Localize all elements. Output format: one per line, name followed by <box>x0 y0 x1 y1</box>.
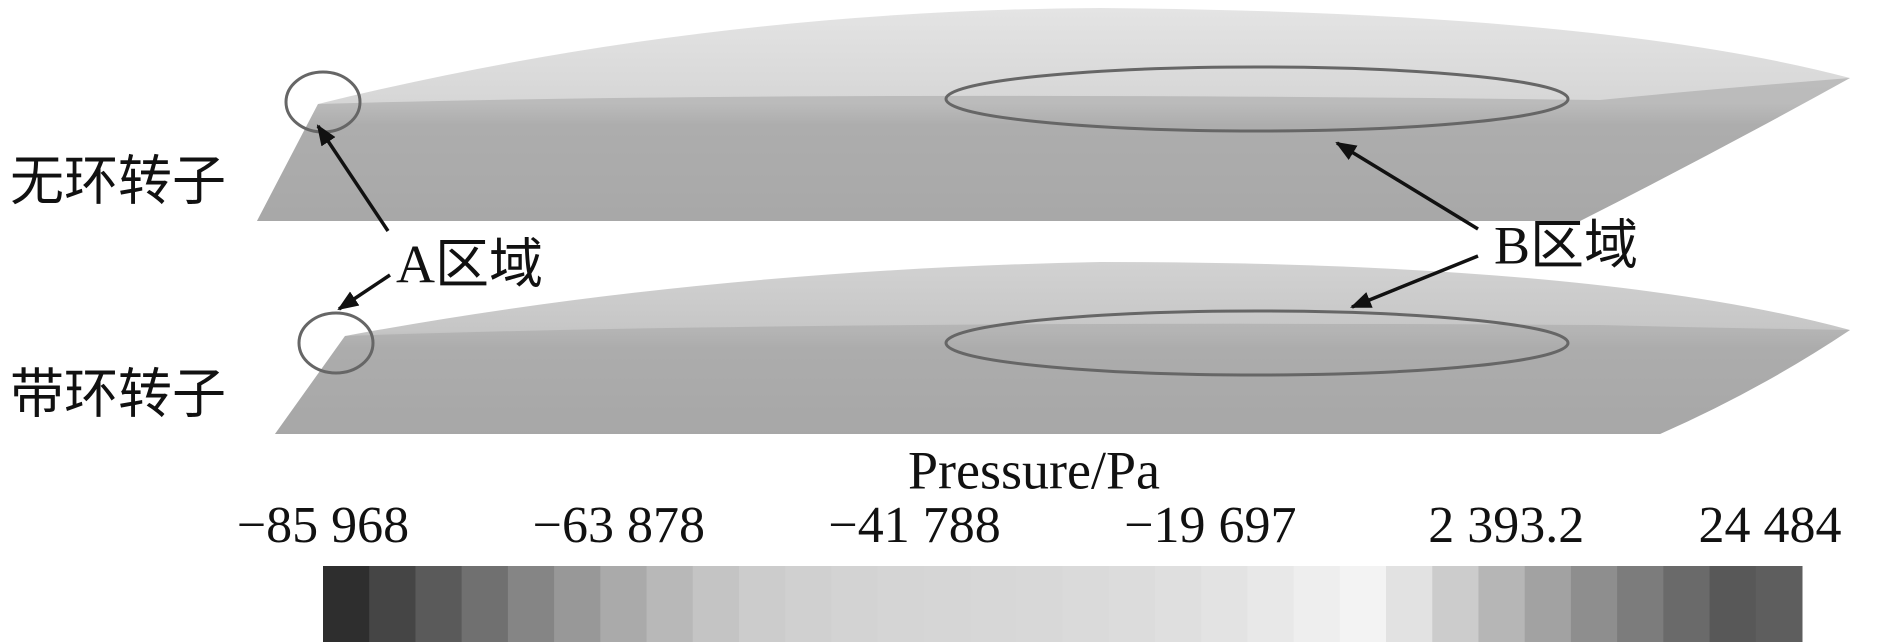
colorbar-tick-label: −85 968 <box>237 497 409 554</box>
arrow <box>1335 141 1479 231</box>
colorbar-swatch <box>831 566 879 642</box>
colorbar-swatch <box>1524 566 1572 642</box>
region-a-lower <box>297 311 375 375</box>
colorbar-swatch <box>877 566 925 642</box>
region-label: B区域 <box>1494 215 1638 275</box>
colorbar-swatch <box>738 566 786 642</box>
colorbar-swatch <box>415 566 463 642</box>
colorbar-tick-label: −19 697 <box>1124 497 1296 554</box>
colorbar-tick-label: 2 393.2 <box>1428 497 1584 554</box>
colorbar-swatch <box>1108 566 1156 642</box>
colorbar-swatch <box>1709 566 1757 642</box>
colorbar-tick-label: −41 788 <box>828 497 1000 554</box>
colorbar-swatch <box>1570 566 1618 642</box>
colorbar-swatch <box>554 566 601 642</box>
arrow <box>337 273 391 311</box>
colorbar-tick-label: −63 878 <box>533 497 705 554</box>
colorbar-swatch <box>970 566 1017 642</box>
arrow <box>1350 254 1479 309</box>
region-b-upper <box>944 65 1570 133</box>
colorbar-swatch <box>323 566 370 642</box>
colorbar-swatch <box>692 566 740 642</box>
colorbar-swatch <box>646 566 694 642</box>
colorbar-swatch <box>1247 566 1295 642</box>
colorbar-swatch <box>785 566 832 642</box>
colorbar-swatch <box>1154 566 1202 642</box>
region-label: A区域 <box>396 234 543 294</box>
colorbar <box>323 566 1803 642</box>
colorbar-swatch <box>1663 566 1711 642</box>
colorbar-swatch <box>1432 566 1479 642</box>
blade-label: 带环转子 <box>10 364 226 424</box>
colorbar-swatch <box>1201 566 1248 642</box>
blade-label: 无环转子 <box>10 151 226 211</box>
colorbar-swatch <box>1016 566 1063 642</box>
colorbar-swatch <box>1755 566 1803 642</box>
colorbar-title: Pressure/Pa <box>908 440 1160 500</box>
colorbar-swatch <box>1062 566 1110 642</box>
colorbar-swatch <box>1386 566 1433 642</box>
blade-lower-face <box>275 323 1850 434</box>
colorbar-swatch <box>1617 566 1664 642</box>
blade-upper-face <box>257 78 1850 221</box>
colorbar-swatch <box>507 566 555 642</box>
colorbar-swatch <box>369 566 416 642</box>
colorbar-swatch <box>1293 566 1341 642</box>
colorbar-swatch <box>1478 566 1526 642</box>
arrow <box>316 124 390 232</box>
colorbar-swatch <box>461 566 509 642</box>
colorbar-swatch <box>600 566 648 642</box>
colorbar-swatch <box>1339 566 1387 642</box>
colorbar-tick-label: 24 484 <box>1699 497 1842 554</box>
colorbar-swatch <box>923 566 971 642</box>
region-b-lower <box>944 309 1570 377</box>
